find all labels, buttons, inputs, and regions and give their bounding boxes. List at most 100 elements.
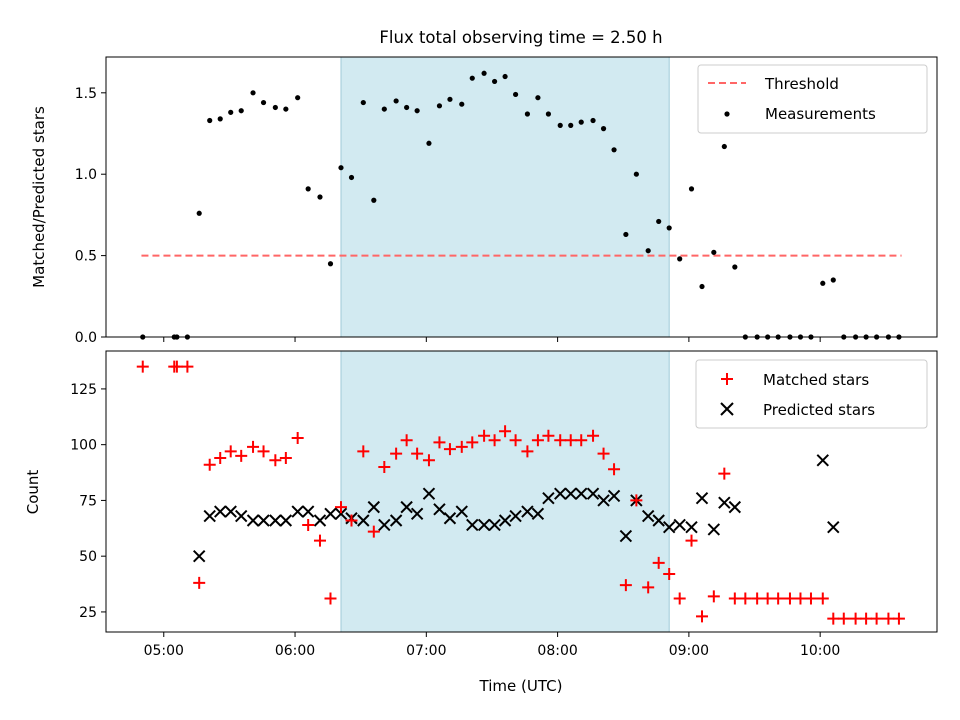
measurement-point (327, 261, 334, 267)
measurement-point (481, 70, 487, 76)
measurement-point (611, 147, 617, 153)
legend-predicted-label: Predicted stars (763, 401, 875, 419)
matched-star-marker (718, 467, 731, 480)
predicted-star-marker (378, 518, 391, 532)
predicted-star-marker (400, 500, 413, 514)
matched-star-marker (575, 434, 588, 447)
x-axis-label: Time (UTC) (479, 677, 563, 695)
measurement-point (414, 108, 420, 114)
matched-star-marker (334, 501, 347, 514)
predicted-star-marker (324, 507, 337, 521)
legend-predicted-swatch (720, 402, 734, 416)
legend-matched-label: Matched stars (763, 371, 869, 389)
bottom-y-tick-label: 100 (70, 438, 97, 454)
legend-threshold-label: Threshold (764, 75, 839, 93)
matched-star-marker (313, 534, 326, 547)
predicted-star-marker (521, 505, 534, 518)
matched-star-marker (400, 434, 413, 447)
matched-star-marker (587, 429, 600, 442)
matched-star-marker (630, 494, 643, 507)
predicted-star-marker (313, 514, 327, 527)
matched-star-marker (707, 590, 720, 603)
matched-star-marker (564, 434, 577, 447)
measurement-point (360, 99, 366, 106)
matched-star-marker (411, 447, 424, 460)
predicted-star-marker (367, 500, 381, 514)
matched-star-marker (761, 592, 774, 605)
measurement-point (688, 186, 695, 192)
matched-star-marker (214, 452, 227, 465)
measurement-point (633, 171, 639, 177)
matched-star-marker (302, 518, 315, 531)
predicted-star-marker (509, 509, 522, 523)
measurement-point (260, 99, 267, 106)
matched-star-marker (882, 612, 895, 625)
matched-star-marker (772, 592, 785, 605)
measurement-point (820, 280, 826, 286)
measurement-point (535, 95, 541, 101)
predicted-star-marker (652, 514, 665, 527)
predicted-star-marker (477, 518, 491, 532)
bottom-y-tick-label: 75 (79, 493, 97, 509)
matched-star-marker (247, 440, 260, 453)
legend-matched-swatch (721, 373, 733, 385)
predicted-star-marker (257, 514, 270, 527)
matched-star-marker (136, 360, 149, 373)
predicted-star-marker (728, 500, 742, 514)
predicted-star-marker (498, 514, 512, 527)
measurement-point (578, 119, 584, 125)
measurement-point (348, 174, 355, 181)
top-y-axis-ticks: 0.0 0.5 1.0 1.5 (75, 86, 106, 346)
matched-star-marker (224, 445, 237, 458)
legend-measurements-swatch (724, 111, 730, 117)
predicted-star-marker (433, 503, 446, 516)
matched-star-marker (685, 534, 698, 547)
measurement-point (238, 108, 244, 114)
matched-star-marker (291, 431, 304, 444)
matched-star-marker (860, 612, 873, 625)
top-y-tick-label: 0.0 (75, 330, 97, 346)
predicted-star-marker (466, 518, 479, 532)
matched-star-marker (728, 592, 741, 605)
predicted-star-marker (269, 514, 282, 527)
measurement-point (732, 264, 738, 270)
measurement-point (338, 165, 344, 171)
matched-star-marker (422, 454, 435, 467)
top-legend: Threshold Measurements (697, 64, 928, 134)
measurement-point (272, 104, 278, 111)
bottom-y-tick-label: 125 (70, 382, 97, 398)
measurement-point (666, 225, 672, 231)
measurement-point (447, 96, 453, 102)
predicted-star-marker (214, 505, 227, 518)
predicted-star-marker (685, 520, 698, 534)
matched-star-marker (619, 579, 632, 592)
top-panel: 0.0 0.5 1.0 1.5 Matched/Predicted stars Thr… (30, 56, 938, 346)
matched-stars-points (136, 360, 905, 625)
predicted-star-marker (455, 505, 468, 518)
bottom-panel: 25 50 75 100 125 05:00 06:00 07:00 08:00 09:00 10… (24, 350, 938, 695)
matched-star-marker (892, 612, 905, 625)
measurement-point (459, 101, 465, 107)
predicted-star-marker (410, 507, 424, 521)
measurement-point (557, 122, 563, 128)
matched-star-marker (751, 592, 764, 605)
measurement-point (228, 109, 234, 115)
matched-star-marker (554, 434, 567, 447)
measurement-point (590, 117, 596, 124)
predicted-star-marker (707, 523, 721, 536)
figure-title: Flux total observing time = 2.50 h (379, 28, 662, 47)
top-x-axis-ticks (163, 337, 821, 342)
predicted-stars-points (193, 454, 840, 563)
measurement-point (305, 186, 311, 192)
matched-star-marker (696, 610, 709, 623)
predicted-star-marker (224, 505, 237, 518)
matched-star-marker (870, 612, 883, 625)
predicted-star-marker (695, 491, 709, 505)
predicted-star-marker (531, 507, 545, 521)
measurement-point (381, 106, 387, 112)
measurement-point (568, 122, 574, 128)
matched-star-marker (181, 360, 194, 373)
x-tick-label: 08:00 (537, 643, 577, 659)
matched-star-marker (816, 592, 829, 605)
measurement-point (207, 117, 213, 124)
